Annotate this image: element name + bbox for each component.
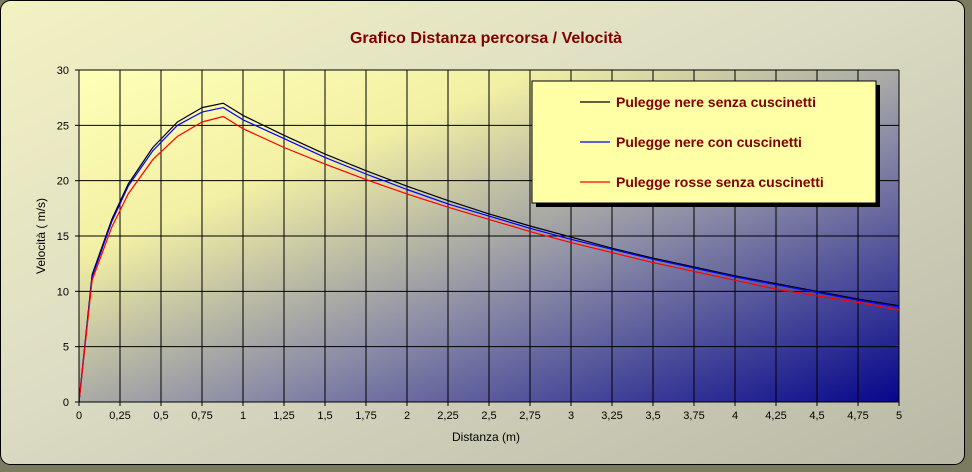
x-tick-label: 1,5 (317, 410, 332, 422)
x-tick-label: 1,25 (273, 410, 294, 422)
x-tick-label: 2,25 (437, 410, 458, 422)
x-tick-label: 2,5 (481, 410, 496, 422)
y-tick-label: 30 (57, 65, 69, 77)
x-tick-label: 4 (732, 410, 738, 422)
x-tick-label: 5 (896, 410, 902, 422)
x-tick-label: 0 (76, 410, 82, 422)
y-tick-label: 15 (57, 231, 69, 243)
x-axis-label: Distanza (m) (452, 430, 520, 444)
x-tick-label: 4,75 (847, 410, 868, 422)
x-tick-label: 3,5 (645, 410, 660, 422)
legend-label-1: Pulegge nere senza cuscinetti (616, 94, 816, 110)
series-line-1 (78, 102, 900, 403)
x-tick-label: 3,75 (683, 410, 704, 422)
series-line-3 (78, 115, 900, 403)
x-tick-label: 0,25 (109, 410, 130, 422)
y-axis-label: Velocità ( m/s) (34, 198, 48, 274)
y-tick-label: 0 (63, 397, 69, 409)
series-line-2 (78, 106, 900, 403)
x-tick-label: 0,75 (191, 410, 212, 422)
x-tick-label: 3,25 (601, 410, 622, 422)
legend-label-2: Pulegge nere con cuscinetti (616, 134, 802, 150)
x-tick-label: 3 (568, 410, 574, 422)
x-tick-label: 4,5 (809, 410, 824, 422)
y-tick-label: 5 (63, 342, 69, 354)
x-tick-label: 1,75 (355, 410, 376, 422)
y-tick-label: 25 (57, 120, 69, 132)
x-tick-label: 0,5 (153, 410, 168, 422)
y-tick-label: 10 (57, 286, 69, 298)
x-tick-label: 4,25 (765, 410, 786, 422)
x-tick-label: 1 (240, 410, 246, 422)
legend-label-3: Pulegge rosse senza cuscinetti (616, 174, 824, 190)
chart-title: Grafico Distanza percorsa / Velocità (350, 30, 622, 47)
x-tick-label: 2 (404, 410, 410, 422)
y-tick-label: 20 (57, 176, 69, 188)
x-tick-label: 2,75 (519, 410, 540, 422)
